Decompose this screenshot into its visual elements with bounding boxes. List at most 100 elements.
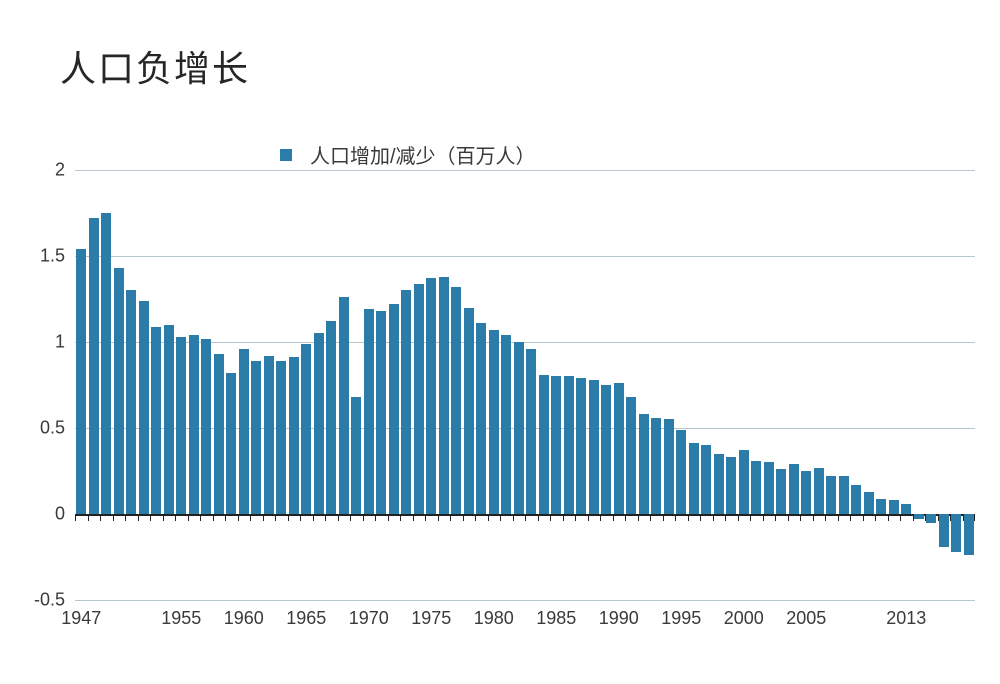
x-tick (88, 514, 89, 521)
bar (801, 471, 811, 514)
bar (601, 385, 611, 514)
bar (164, 325, 174, 514)
bar (751, 461, 761, 514)
x-tick (363, 514, 364, 521)
bar (889, 500, 899, 514)
x-tick (938, 514, 939, 521)
bar (326, 321, 336, 514)
x-tick-label: 1960 (224, 608, 264, 629)
x-tick (775, 514, 776, 521)
bar (239, 349, 249, 514)
bar (726, 457, 736, 514)
bar (901, 504, 911, 514)
bar (551, 376, 561, 514)
x-tick (600, 514, 601, 521)
bar (964, 514, 974, 555)
bar (564, 376, 574, 514)
x-tick (150, 514, 151, 521)
x-tick (125, 514, 126, 521)
bar (126, 290, 136, 514)
bar (214, 354, 224, 514)
x-tick (650, 514, 651, 521)
x-tick (838, 514, 839, 521)
y-tick-label: 2 (5, 160, 65, 181)
bar (314, 333, 324, 514)
x-tick (688, 514, 689, 521)
bar (89, 218, 99, 514)
bar (439, 277, 449, 514)
bar (401, 290, 411, 514)
x-tick (138, 514, 139, 521)
x-tick (850, 514, 851, 521)
x-tick (500, 514, 501, 521)
x-tick-label: 1955 (161, 608, 201, 629)
legend: 人口增加/减少（百万人） (280, 140, 536, 169)
bar (351, 397, 361, 514)
x-tick (463, 514, 464, 521)
bar (876, 499, 886, 514)
gridline (75, 600, 975, 601)
x-tick-label: 1990 (599, 608, 639, 629)
bar (914, 514, 924, 519)
x-tick (738, 514, 739, 521)
y-tick-label: 0.5 (5, 418, 65, 439)
bar (664, 419, 674, 514)
x-tick (550, 514, 551, 521)
x-tick (563, 514, 564, 521)
x-tick-label: 2013 (886, 608, 926, 629)
bar (739, 450, 749, 514)
x-tick (725, 514, 726, 521)
bar (939, 514, 949, 547)
y-tick-label: -0.5 (5, 590, 65, 611)
bar (414, 284, 424, 514)
x-tick (788, 514, 789, 521)
bar (201, 339, 211, 514)
bar (676, 430, 686, 514)
x-tick-label: 1947 (61, 608, 101, 629)
bar (839, 476, 849, 514)
bar (139, 301, 149, 514)
x-tick (388, 514, 389, 521)
bar (476, 323, 486, 514)
x-tick (238, 514, 239, 521)
x-tick (313, 514, 314, 521)
x-tick (100, 514, 101, 521)
bar (614, 383, 624, 514)
x-tick (450, 514, 451, 521)
chart-area: -0.500.511.52194719551960196519701975198… (75, 170, 975, 640)
bar (526, 349, 536, 514)
x-tick (974, 514, 975, 521)
x-tick (750, 514, 751, 521)
x-tick (950, 514, 951, 521)
x-tick (400, 514, 401, 521)
bar (651, 418, 661, 514)
bar (951, 514, 961, 552)
bar (464, 308, 474, 514)
x-tick (513, 514, 514, 521)
bar (639, 414, 649, 514)
bar (301, 344, 311, 514)
x-tick (900, 514, 901, 521)
plot-region: -0.500.511.52194719551960196519701975198… (75, 170, 975, 600)
x-tick (913, 514, 914, 521)
x-tick (488, 514, 489, 521)
bar (826, 476, 836, 514)
x-tick (225, 514, 226, 521)
x-tick-label: 1970 (349, 608, 389, 629)
legend-swatch (280, 149, 292, 161)
x-tick (325, 514, 326, 521)
x-tick (925, 514, 926, 521)
x-tick (350, 514, 351, 521)
x-tick (875, 514, 876, 521)
x-tick (763, 514, 764, 521)
bar (589, 380, 599, 514)
x-tick (163, 514, 164, 521)
x-tick-label: 1985 (536, 608, 576, 629)
bar (176, 337, 186, 514)
x-tick (113, 514, 114, 521)
x-tick (638, 514, 639, 521)
bar (714, 454, 724, 514)
x-tick-label: 2000 (724, 608, 764, 629)
bar (701, 445, 711, 514)
x-tick (75, 514, 76, 521)
